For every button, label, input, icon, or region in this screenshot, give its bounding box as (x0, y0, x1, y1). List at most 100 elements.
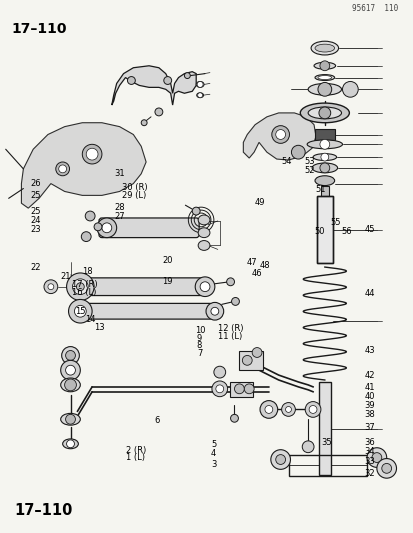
Bar (316, 196, 332, 263)
Text: 4: 4 (211, 449, 216, 458)
Text: 6: 6 (154, 416, 159, 425)
FancyBboxPatch shape (99, 218, 199, 238)
Circle shape (371, 453, 381, 463)
Ellipse shape (198, 215, 209, 225)
Text: 17 (R): 17 (R) (72, 280, 97, 289)
Text: 26: 26 (30, 179, 41, 188)
Text: 41: 41 (364, 383, 374, 392)
Ellipse shape (306, 140, 342, 149)
Circle shape (275, 130, 285, 140)
Circle shape (192, 207, 199, 215)
Text: 48: 48 (259, 261, 270, 270)
FancyBboxPatch shape (79, 303, 212, 319)
Bar (288, 455, 366, 476)
Ellipse shape (196, 93, 203, 98)
Text: 19: 19 (162, 277, 172, 286)
Ellipse shape (196, 82, 204, 87)
Circle shape (301, 441, 313, 453)
Circle shape (56, 162, 69, 176)
Circle shape (81, 232, 91, 241)
Text: 40: 40 (364, 392, 374, 401)
Circle shape (270, 450, 290, 470)
Ellipse shape (62, 439, 78, 449)
Text: 28: 28 (114, 203, 125, 212)
Circle shape (342, 82, 357, 97)
Ellipse shape (307, 84, 341, 95)
Circle shape (164, 77, 171, 84)
Circle shape (197, 93, 202, 98)
Circle shape (309, 406, 316, 414)
Circle shape (66, 273, 94, 301)
Text: 50: 50 (314, 228, 325, 237)
Circle shape (317, 83, 331, 96)
Ellipse shape (61, 414, 80, 425)
Text: 25: 25 (30, 191, 40, 200)
Bar (320, 185, 328, 197)
Circle shape (86, 148, 98, 160)
Text: 29 (L): 29 (L) (121, 191, 145, 200)
Text: 13: 13 (94, 322, 104, 332)
Circle shape (376, 458, 396, 478)
Circle shape (381, 464, 391, 473)
Text: 42: 42 (364, 372, 374, 381)
Ellipse shape (311, 163, 337, 173)
Text: 14: 14 (85, 315, 95, 324)
Text: 15: 15 (75, 307, 85, 316)
Text: 20: 20 (162, 256, 172, 265)
Circle shape (214, 366, 225, 378)
Circle shape (291, 146, 304, 159)
Circle shape (69, 300, 92, 323)
Circle shape (206, 302, 223, 320)
Ellipse shape (312, 154, 336, 160)
Text: 52: 52 (304, 166, 314, 175)
Polygon shape (112, 66, 196, 105)
Circle shape (64, 379, 76, 391)
Circle shape (195, 277, 214, 296)
Circle shape (74, 305, 86, 317)
Text: 54: 54 (280, 157, 291, 166)
Text: 21: 21 (61, 272, 71, 281)
Circle shape (275, 455, 285, 464)
Ellipse shape (61, 378, 80, 392)
Circle shape (320, 153, 328, 161)
Circle shape (59, 165, 66, 173)
Text: 22: 22 (30, 263, 40, 272)
Circle shape (226, 278, 234, 286)
Circle shape (141, 120, 147, 126)
Text: 45: 45 (364, 225, 374, 234)
Text: 95617  110: 95617 110 (351, 4, 397, 13)
Text: 49: 49 (254, 198, 265, 207)
Ellipse shape (314, 176, 334, 185)
Circle shape (319, 61, 329, 71)
Text: 38: 38 (364, 410, 375, 419)
Circle shape (231, 297, 239, 305)
Circle shape (271, 126, 289, 143)
Text: 11 (L): 11 (L) (218, 332, 242, 341)
Text: 34: 34 (364, 447, 375, 456)
Text: 30 (R): 30 (R) (121, 183, 147, 192)
Text: 17–110: 17–110 (14, 503, 72, 519)
Text: 55: 55 (330, 218, 340, 227)
Circle shape (242, 356, 252, 365)
Circle shape (65, 414, 75, 424)
Bar (229, 382, 252, 397)
Ellipse shape (198, 228, 209, 238)
Bar (316, 196, 332, 263)
Text: 5: 5 (211, 440, 216, 449)
Circle shape (252, 348, 261, 358)
Ellipse shape (317, 76, 331, 79)
Text: 51: 51 (315, 185, 325, 194)
Ellipse shape (307, 107, 341, 119)
Ellipse shape (310, 41, 338, 55)
Circle shape (82, 144, 102, 164)
Circle shape (319, 163, 329, 173)
Text: 3: 3 (211, 460, 216, 469)
Circle shape (127, 77, 135, 84)
Circle shape (197, 82, 203, 87)
Circle shape (66, 440, 74, 448)
Circle shape (154, 108, 162, 116)
Text: 43: 43 (364, 346, 375, 354)
Text: 12 (R): 12 (R) (218, 324, 243, 333)
Text: 36: 36 (364, 438, 375, 447)
Circle shape (65, 351, 75, 360)
